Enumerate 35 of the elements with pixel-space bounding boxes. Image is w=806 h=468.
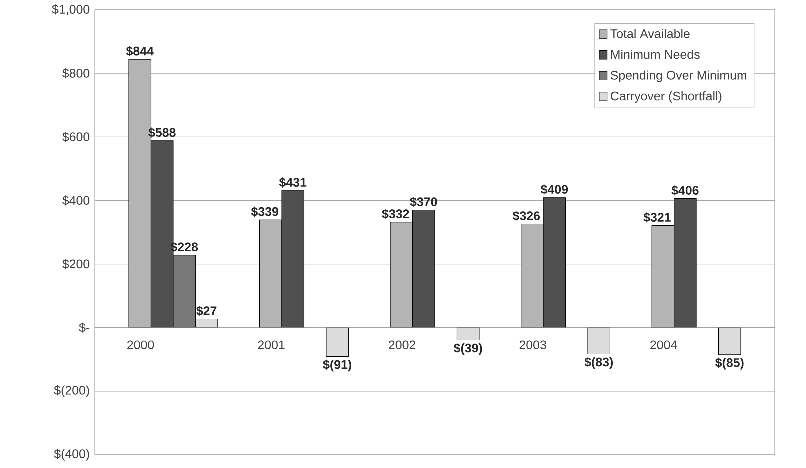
bar <box>326 328 349 358</box>
data-label: $(39) <box>454 343 482 356</box>
bar <box>456 328 480 341</box>
y-tick-label: $800 <box>62 68 90 79</box>
y-tick-label: $(200) <box>54 386 90 398</box>
data-label: $27 <box>196 306 217 316</box>
y-tick-label: $1,000 <box>52 4 90 16</box>
data-label: $431 <box>279 178 307 188</box>
x-tick-label: 2002 <box>389 340 416 350</box>
data-label: $409 <box>540 184 568 195</box>
data-label: $326 <box>512 211 540 222</box>
data-label: $339 <box>251 206 278 218</box>
data-label: $406 <box>672 186 699 196</box>
x-tick-label: 2004 <box>650 340 678 350</box>
x-tick-label: 2001 <box>258 340 285 350</box>
data-label: $321 <box>644 212 671 223</box>
x-tick-label: 2000 <box>128 340 154 350</box>
y-tick-label: $200 <box>62 259 90 270</box>
data-label: $332 <box>382 209 410 220</box>
bar <box>718 328 742 356</box>
legend-label: Carryover (Shortfall) <box>610 92 722 104</box>
data-label: $(85) <box>716 358 744 370</box>
data-label: $(83) <box>584 357 614 370</box>
bar <box>588 328 611 355</box>
legend-label: Total Available <box>610 29 690 38</box>
y-tick-label: $600 <box>62 132 90 142</box>
y-tick-label: $- <box>79 322 90 333</box>
legend-label: Spending Over Minimum <box>610 70 747 82</box>
data-label: $844 <box>126 46 154 57</box>
y-tick-label: $(400) <box>54 449 90 461</box>
legend-label: Minimum Needs <box>611 50 700 60</box>
data-label: $370 <box>410 197 438 208</box>
y-tick-label: $400 <box>62 196 90 206</box>
x-tick-label: 2003 <box>520 340 546 350</box>
data-label: $(91) <box>323 360 352 372</box>
